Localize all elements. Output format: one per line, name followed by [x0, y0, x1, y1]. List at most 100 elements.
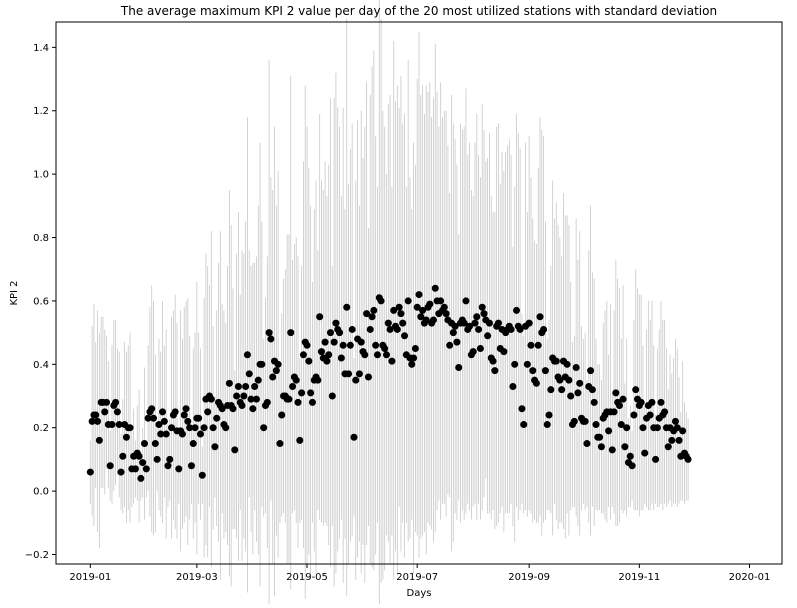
data-point [171, 408, 179, 416]
data-point [516, 325, 524, 333]
data-point [328, 392, 336, 400]
data-point [269, 373, 277, 381]
data-point [547, 386, 555, 394]
data-point [632, 386, 640, 394]
data-point [148, 405, 156, 413]
data-point [476, 344, 484, 352]
y-axis-title: KPI 2 [9, 280, 20, 305]
data-point [646, 411, 654, 419]
data-point [500, 348, 508, 356]
y-tick-label: 1.2 [33, 106, 49, 117]
data-point [460, 319, 468, 327]
data-point [229, 405, 237, 413]
data-point [363, 310, 371, 318]
data-point [263, 398, 271, 406]
data-point [597, 443, 605, 451]
data-point [615, 402, 623, 410]
data-point [475, 325, 483, 333]
data-point [426, 300, 434, 308]
data-point [661, 408, 669, 416]
data-point [222, 424, 230, 432]
data-point [637, 398, 645, 406]
data-point [160, 417, 168, 425]
data-point [211, 443, 219, 451]
data-point [570, 417, 578, 425]
y-tick-label: 1.0 [33, 170, 49, 181]
data-point [668, 436, 676, 444]
data-point [671, 417, 679, 425]
y-tick-label: −0.2 [25, 550, 49, 561]
data-point [278, 411, 286, 419]
data-point [139, 459, 147, 467]
data-point [556, 376, 564, 384]
data-point [621, 443, 629, 451]
data-point [178, 430, 186, 438]
data-point [639, 424, 647, 432]
data-point [364, 373, 372, 381]
data-point [267, 335, 275, 343]
data-point [382, 351, 390, 359]
data-point [247, 395, 255, 403]
data-point [617, 421, 625, 429]
data-point [590, 398, 598, 406]
data-point [673, 424, 681, 432]
data-point [395, 303, 403, 311]
data-point [534, 341, 542, 349]
data-point [664, 443, 672, 451]
y-tick-label: 0.0 [33, 487, 49, 498]
x-tick-label: 2019-01 [69, 572, 111, 583]
data-point [316, 313, 324, 321]
data-point [213, 414, 221, 422]
data-point [592, 421, 600, 429]
data-point [440, 303, 448, 311]
data-point [619, 395, 627, 403]
data-point [462, 297, 470, 305]
data-point [513, 306, 521, 314]
data-point [540, 325, 548, 333]
x-tick-label: 2019-05 [286, 572, 328, 583]
data-point [336, 329, 344, 337]
x-tick-label: 2019-07 [396, 572, 438, 583]
marker-layer [86, 284, 692, 482]
data-point [628, 462, 636, 470]
data-point [536, 313, 544, 321]
data-point [317, 348, 325, 356]
data-point [196, 430, 204, 438]
data-point [523, 360, 531, 368]
data-point [321, 338, 329, 346]
data-point [653, 424, 661, 432]
data-point [142, 465, 150, 473]
data-point [238, 402, 246, 410]
data-point [327, 329, 335, 337]
data-point [373, 351, 381, 359]
data-point [243, 351, 251, 359]
data-point [583, 440, 591, 448]
data-point [209, 424, 217, 432]
data-point [410, 354, 418, 362]
data-point [225, 379, 233, 387]
data-point [307, 389, 315, 397]
plot-frame [55, 21, 783, 565]
data-point [485, 319, 493, 327]
data-point [258, 360, 266, 368]
data-point [525, 319, 533, 327]
data-point [587, 367, 595, 375]
data-point [112, 398, 120, 406]
data-point [337, 354, 345, 362]
data-point [453, 338, 461, 346]
data-point [204, 408, 212, 416]
data-point [449, 329, 457, 337]
data-point [368, 313, 376, 321]
data-point [532, 379, 540, 387]
data-point [588, 386, 596, 394]
data-point [95, 436, 103, 444]
data-point [494, 319, 502, 327]
data-point [596, 433, 604, 441]
data-point [274, 360, 282, 368]
data-point [507, 325, 515, 333]
data-point [103, 398, 111, 406]
data-point [135, 452, 143, 460]
data-point [552, 357, 560, 365]
